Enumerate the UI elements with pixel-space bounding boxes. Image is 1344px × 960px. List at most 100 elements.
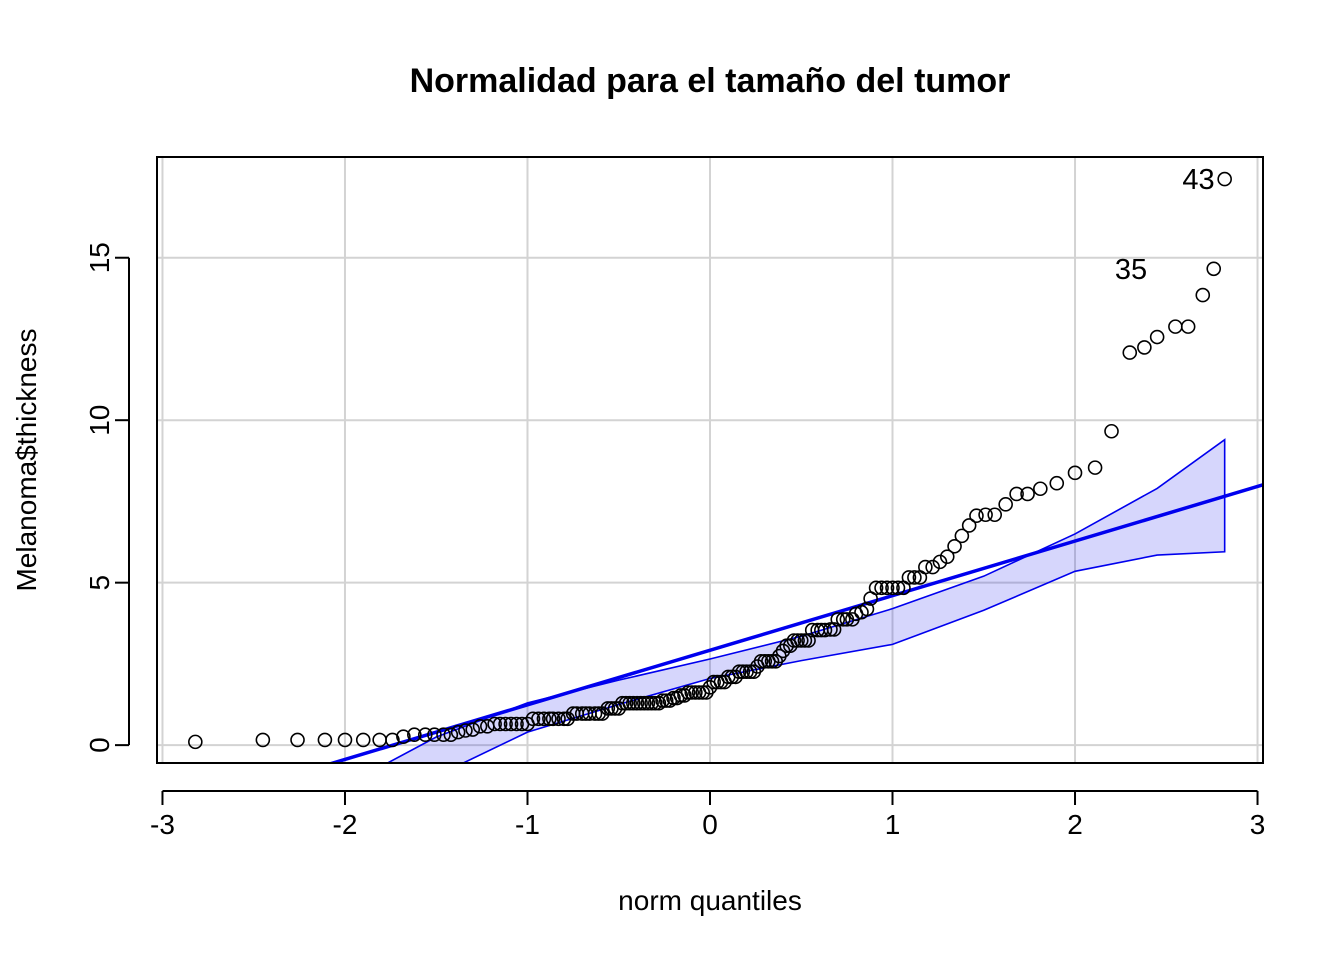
data-point: [932, 554, 948, 570]
data-point: [978, 507, 993, 523]
data-point: [1195, 287, 1211, 303]
data-point: [636, 695, 652, 711]
data-point: [1087, 460, 1103, 475]
data-point: [1149, 329, 1165, 345]
y-axis: 0 5 10 15: [84, 242, 130, 753]
envelope-band: [385, 438, 1226, 763]
reference-line: [326, 483, 1263, 763]
data-point: [503, 716, 519, 732]
data-point: [531, 711, 546, 727]
data-point: [1137, 340, 1152, 355]
data-point: [487, 716, 502, 732]
data-point: [907, 570, 922, 585]
data-point: [688, 685, 703, 700]
data-point: [417, 727, 433, 743]
data-point: [644, 695, 659, 711]
data-point: [525, 711, 541, 727]
x-axis-label: norm quantiles: [618, 885, 802, 916]
data-point: [742, 664, 758, 679]
data-point: [817, 622, 833, 638]
data-point: [1033, 481, 1048, 497]
data-point: [443, 727, 459, 743]
data-point: [450, 724, 466, 740]
data-point: [355, 732, 371, 748]
data-point: [680, 685, 696, 700]
data-point: [545, 711, 561, 727]
data-point: [1122, 345, 1138, 360]
data-point: [622, 695, 637, 711]
data-point: [436, 727, 451, 743]
data-point: [1049, 475, 1065, 491]
data-point: [879, 580, 895, 596]
data-point: [1020, 486, 1035, 502]
data-point: [793, 633, 809, 648]
x-tick-label: -3: [150, 809, 175, 840]
data-point: [458, 723, 473, 738]
data-point: [498, 716, 513, 732]
grid-lines: [157, 157, 1263, 763]
data-point: [509, 716, 524, 732]
point-labels: 35 43: [1115, 164, 1215, 286]
data-point: [947, 538, 962, 554]
x-tick-label: 2: [1067, 809, 1083, 840]
data-point: [868, 580, 884, 596]
data-point: [551, 711, 566, 727]
data-point: [651, 695, 667, 711]
data-point: [626, 695, 641, 711]
data-point: [790, 633, 805, 648]
qq-reference-line: [326, 483, 1263, 763]
data-point: [885, 580, 900, 596]
data-point: [757, 653, 773, 669]
data-point: [673, 688, 689, 703]
data-point: [1104, 423, 1119, 439]
data-point: [830, 612, 846, 627]
data-point: [655, 693, 670, 708]
data-point: [939, 549, 955, 564]
data-point: [633, 695, 648, 711]
data-point: [786, 633, 802, 648]
data-point: [801, 633, 816, 648]
data-point: [1009, 486, 1024, 502]
data-point: [407, 727, 422, 743]
point-label: 43: [1182, 164, 1214, 196]
data-point: [337, 732, 353, 748]
data-point: [1217, 171, 1232, 187]
data-point: [587, 706, 603, 721]
data-point: [826, 622, 842, 637]
data-point: [492, 716, 508, 732]
data-point: [735, 664, 751, 679]
data-point: [695, 685, 710, 700]
y-axis-label: Melanoma$thickness: [11, 328, 42, 591]
data-point: [427, 727, 442, 743]
data-point: [731, 664, 747, 679]
y-tick-label: 15: [84, 242, 115, 273]
data-point: [706, 674, 721, 690]
data-point: [290, 732, 305, 748]
data-point: [1180, 319, 1196, 334]
chart-title: Normalidad para el tamaño del tumor: [410, 62, 1011, 100]
data-point: [684, 685, 700, 700]
data-point: [600, 701, 616, 716]
data-point: [823, 622, 838, 637]
y-tick-label: 10: [84, 405, 115, 436]
data-point: [658, 693, 674, 708]
data-point: [998, 497, 1013, 512]
data-point: [797, 633, 813, 648]
data-point: [1168, 319, 1183, 334]
data-point: [925, 559, 940, 575]
data-point: [901, 570, 917, 585]
data-point: [465, 722, 481, 737]
data-point: [542, 711, 557, 727]
data-point: [1206, 261, 1222, 277]
x-tick-label: -2: [333, 809, 358, 840]
data-point: [618, 695, 634, 711]
data-point: [677, 688, 692, 703]
x-axis: -3 -2 -1 0 1 2 3: [150, 790, 1265, 840]
data-point: [835, 612, 851, 627]
x-tick-label: 1: [885, 809, 901, 840]
data-point: [859, 601, 875, 617]
plot-frame: [156, 156, 1264, 764]
y-tick-label: 5: [84, 575, 115, 591]
data-point: [317, 732, 333, 748]
